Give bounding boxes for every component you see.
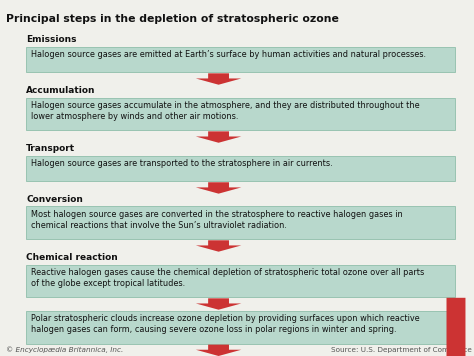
Polygon shape [196,240,241,252]
Text: Transport: Transport [26,144,75,153]
Polygon shape [196,73,241,85]
Text: Principal steps in the depletion of stratospheric ozone: Principal steps in the depletion of stra… [6,14,338,24]
Polygon shape [440,298,472,356]
Text: Halogen source gases are transported to the stratosphere in air currents.: Halogen source gases are transported to … [31,159,332,168]
Polygon shape [196,182,241,194]
Text: Halogen source gases accumulate in the atmosphere, and they are distributed thro: Halogen source gases accumulate in the a… [31,101,419,121]
FancyBboxPatch shape [26,311,455,344]
Text: Halogen source gases are emitted at Earth’s surface by human activities and natu: Halogen source gases are emitted at Eart… [31,50,426,59]
Text: Accumulation: Accumulation [26,86,96,95]
FancyBboxPatch shape [26,206,455,239]
Text: Most halogen source gases are converted in the stratosphere to reactive halogen : Most halogen source gases are converted … [31,210,402,230]
FancyBboxPatch shape [26,98,455,130]
FancyBboxPatch shape [26,156,455,181]
Text: Conversion: Conversion [26,195,83,204]
Text: Chemical reaction: Chemical reaction [26,253,118,262]
Text: Reactive halogen gases cause the chemical depletion of stratospheric total ozone: Reactive halogen gases cause the chemica… [31,268,424,288]
Polygon shape [196,131,241,143]
FancyBboxPatch shape [26,265,455,297]
Text: Emissions: Emissions [26,35,77,44]
FancyBboxPatch shape [26,47,455,72]
Text: Source: U.S. Department of Commerce: Source: U.S. Department of Commerce [331,347,472,353]
Text: © Encyclopædia Britannica, Inc.: © Encyclopædia Britannica, Inc. [6,346,123,353]
Text: Polar stratospheric clouds increase ozone depletion by providing surfaces upon w: Polar stratospheric clouds increase ozon… [31,314,419,334]
Polygon shape [196,345,241,356]
Polygon shape [196,298,241,310]
